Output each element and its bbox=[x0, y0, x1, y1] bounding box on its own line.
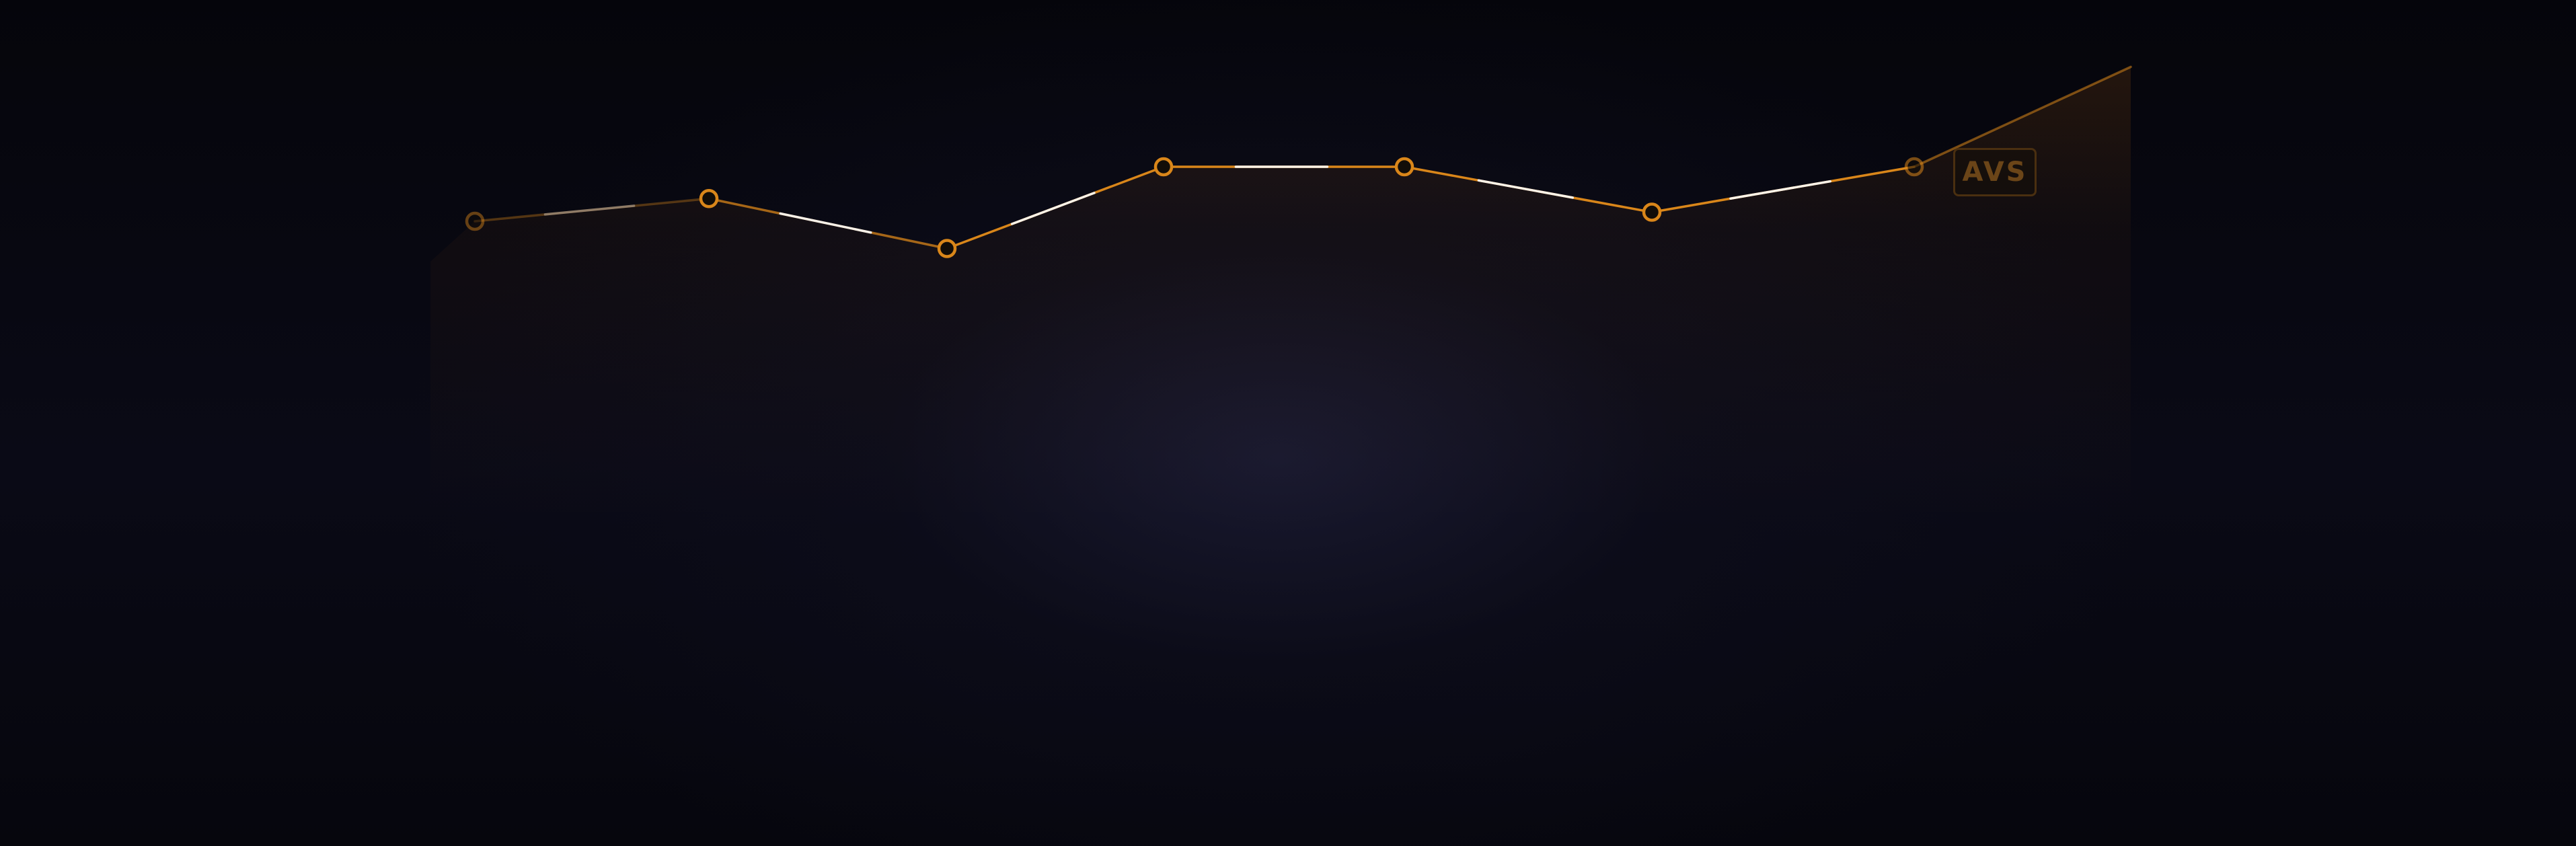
area-fill-layer bbox=[430, 67, 2131, 525]
series-line-highlight bbox=[779, 212, 872, 234]
avs-badge: AVS bbox=[1953, 148, 2037, 196]
data-point bbox=[1153, 157, 1174, 177]
data-point bbox=[1642, 202, 1662, 222]
series-line-segment bbox=[473, 197, 710, 223]
area-fill bbox=[430, 67, 2131, 525]
data-point bbox=[465, 211, 485, 231]
series-line-segment bbox=[1913, 65, 2132, 168]
data-point bbox=[699, 189, 719, 208]
data-point bbox=[1394, 157, 1414, 177]
series-line-highlight bbox=[1729, 180, 1831, 200]
data-points-layer bbox=[465, 157, 1924, 258]
series-line-highlight bbox=[543, 204, 636, 216]
avs-badge-label: AVS bbox=[1962, 157, 2028, 188]
series-line-highlight bbox=[1010, 192, 1096, 225]
data-point bbox=[1904, 157, 1924, 177]
data-point bbox=[937, 239, 957, 258]
series-line-layer bbox=[473, 65, 2132, 250]
series-line-highlight bbox=[1477, 179, 1574, 199]
